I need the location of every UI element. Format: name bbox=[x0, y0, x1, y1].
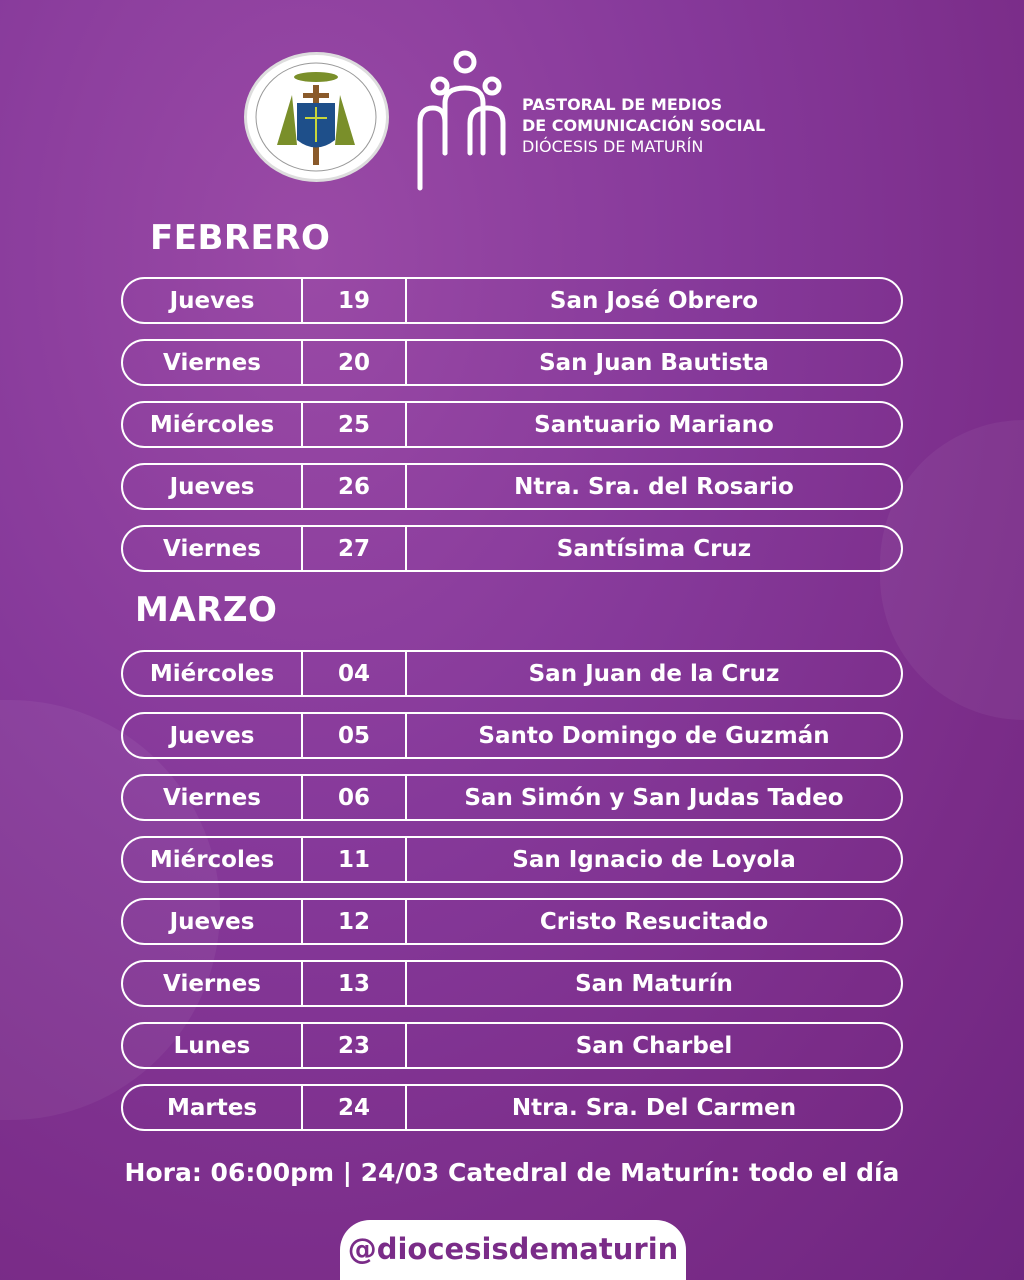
place-cell: San José Obrero bbox=[549, 287, 759, 314]
day-cell: Miércoles bbox=[149, 411, 275, 438]
day-cell: Jueves bbox=[169, 908, 255, 935]
diocese-seal-logo bbox=[244, 52, 389, 182]
date-cell: 19 bbox=[301, 279, 407, 322]
day-cell: Miércoles bbox=[149, 660, 275, 687]
org-line: DIÓCESIS DE MATURÍN bbox=[522, 137, 704, 156]
date-cell: 25 bbox=[301, 403, 407, 446]
month-heading-febrero: FEBRERO bbox=[150, 218, 331, 258]
date-cell: 04 bbox=[301, 652, 407, 695]
place-cell: Santo Domingo de Guzmán bbox=[478, 722, 830, 749]
date-cell: 11 bbox=[301, 838, 407, 881]
schedule-row: Viernes 20 San Juan Bautista bbox=[121, 339, 903, 386]
pastoral-people-logo bbox=[415, 48, 515, 197]
date-cell: 27 bbox=[301, 527, 407, 570]
date-cell: 26 bbox=[301, 465, 407, 508]
schedule-row: Miércoles 04 San Juan de la Cruz bbox=[121, 650, 903, 697]
day-cell: Viernes bbox=[163, 970, 261, 997]
place-cell: Ntra. Sra. Del Carmen bbox=[511, 1094, 797, 1121]
date-cell: 05 bbox=[301, 714, 407, 757]
place-cell: Cristo Resucitado bbox=[539, 908, 769, 935]
day-cell: Jueves bbox=[169, 287, 255, 314]
place-cell: Santuario Mariano bbox=[534, 411, 774, 438]
org-line: DE COMUNICACIÓN SOCIAL bbox=[522, 116, 766, 135]
place-cell: San Maturín bbox=[575, 970, 733, 997]
day-cell: Martes bbox=[166, 1094, 258, 1121]
schedule-row: Jueves 19 San José Obrero bbox=[121, 277, 903, 324]
schedule-row: Viernes 27 Santísima Cruz bbox=[121, 525, 903, 572]
day-cell: Jueves bbox=[169, 473, 255, 500]
place-cell: Santísima Cruz bbox=[556, 535, 752, 562]
date-cell: 06 bbox=[301, 776, 407, 819]
day-cell: Jueves bbox=[169, 722, 255, 749]
date-cell: 13 bbox=[301, 962, 407, 1005]
date-cell: 23 bbox=[301, 1024, 407, 1067]
place-cell: San Ignacio de Loyola bbox=[512, 846, 796, 873]
schedule-row: Miércoles 11 San Ignacio de Loyola bbox=[121, 836, 903, 883]
day-cell: Viernes bbox=[163, 349, 261, 376]
org-line: PASTORAL DE MEDIOS bbox=[522, 95, 723, 114]
place-cell: San Simón y San Judas Tadeo bbox=[464, 784, 844, 811]
day-cell: Miércoles bbox=[149, 846, 275, 873]
schedule-row: Miércoles 25 Santuario Mariano bbox=[121, 401, 903, 448]
schedule-row: Viernes 06 San Simón y San Judas Tadeo bbox=[121, 774, 903, 821]
schedule-note: Hora: 06:00pm | 24/03 Catedral de Maturí… bbox=[124, 1158, 900, 1187]
header: PASTORAL DE MEDIOS DE COMUNICACIÓN SOCIA… bbox=[240, 48, 800, 198]
organization-name: PASTORAL DE MEDIOS DE COMUNICACIÓN SOCIA… bbox=[522, 94, 765, 157]
schedule-row: Jueves 12 Cristo Resucitado bbox=[121, 898, 903, 945]
date-cell: 20 bbox=[301, 341, 407, 384]
schedule-row: Viernes 13 San Maturín bbox=[121, 960, 903, 1007]
schedule-row: Jueves 26 Ntra. Sra. del Rosario bbox=[121, 463, 903, 510]
schedule-row: Jueves 05 Santo Domingo de Guzmán bbox=[121, 712, 903, 759]
day-cell: Viernes bbox=[163, 784, 261, 811]
day-cell: Lunes bbox=[173, 1032, 251, 1059]
day-cell: Viernes bbox=[163, 535, 261, 562]
date-cell: 12 bbox=[301, 900, 407, 943]
place-cell: Ntra. Sra. del Rosario bbox=[514, 473, 794, 500]
place-cell: San Charbel bbox=[575, 1032, 733, 1059]
social-handle[interactable]: @diocesisdematurin bbox=[340, 1220, 686, 1280]
schedule-row: Martes 24 Ntra. Sra. Del Carmen bbox=[121, 1084, 903, 1131]
place-cell: San Juan de la Cruz bbox=[528, 660, 780, 687]
place-cell: San Juan Bautista bbox=[539, 349, 769, 376]
month-heading-marzo: MARZO bbox=[135, 590, 278, 630]
schedule-row: Lunes 23 San Charbel bbox=[121, 1022, 903, 1069]
date-cell: 24 bbox=[301, 1086, 407, 1129]
